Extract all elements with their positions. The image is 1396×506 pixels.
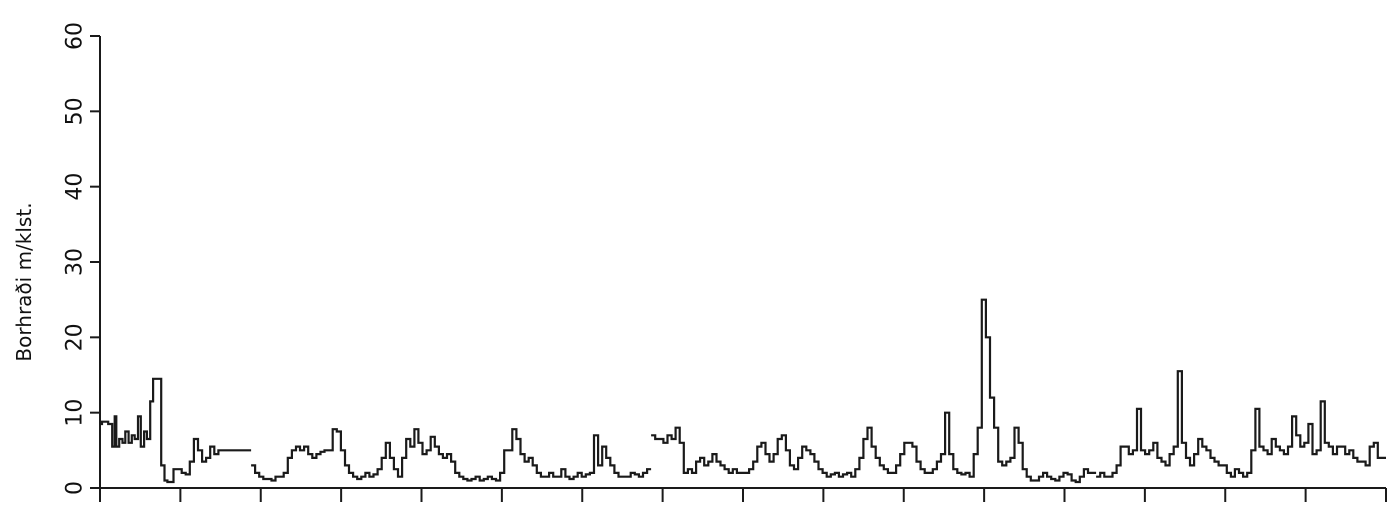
- y-axis-label: Borhraði m/klst.: [12, 202, 36, 361]
- series-line-segment: [651, 298, 1097, 484]
- y-tick-label: 10: [63, 399, 88, 427]
- series-line-segment: [100, 377, 252, 484]
- series-line-segment: [1096, 370, 1386, 478]
- y-tick-label: 50: [63, 97, 88, 125]
- y-tick-label: 60: [63, 22, 88, 50]
- y-tick-label: 40: [63, 173, 88, 201]
- y-tick-label: 20: [63, 323, 88, 351]
- series-group: [100, 298, 1386, 484]
- y-tick-label: 0: [63, 481, 88, 495]
- x-axis-ticks: [99, 488, 1387, 502]
- y-tick-label: 30: [63, 248, 88, 276]
- series-line-segment: [251, 428, 652, 482]
- y-axis-ticks: 0 10 20 30 40 50 60: [63, 22, 100, 495]
